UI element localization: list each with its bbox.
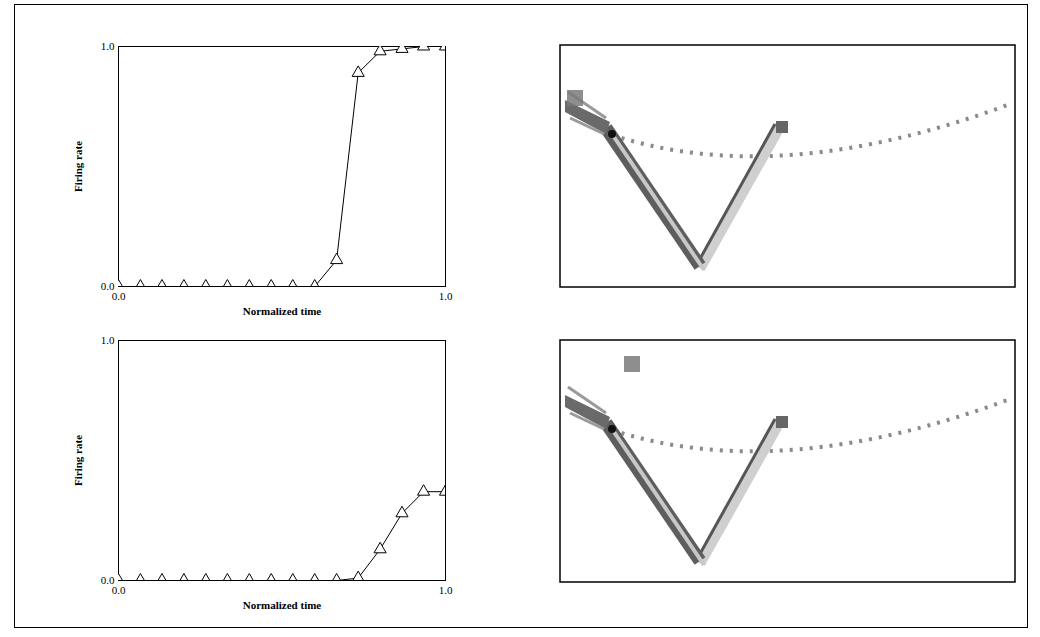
svg-text:Normalized time: Normalized time [243, 599, 322, 611]
svg-text:1.0: 1.0 [101, 40, 115, 52]
svg-text:0.0: 0.0 [100, 280, 115, 292]
svg-text:1.0: 1.0 [439, 290, 453, 302]
svg-text:Firing rate: Firing rate [72, 435, 84, 486]
svg-text:1.0: 1.0 [101, 334, 115, 346]
svg-text:Normalized time: Normalized time [243, 305, 322, 317]
svg-text:0.0: 0.0 [112, 584, 126, 596]
svg-text:Firing rate: Firing rate [72, 141, 84, 192]
svg-text:0.0: 0.0 [100, 574, 115, 586]
svg-text:1.0: 1.0 [439, 584, 453, 596]
svg-text:0.0: 0.0 [112, 290, 126, 302]
